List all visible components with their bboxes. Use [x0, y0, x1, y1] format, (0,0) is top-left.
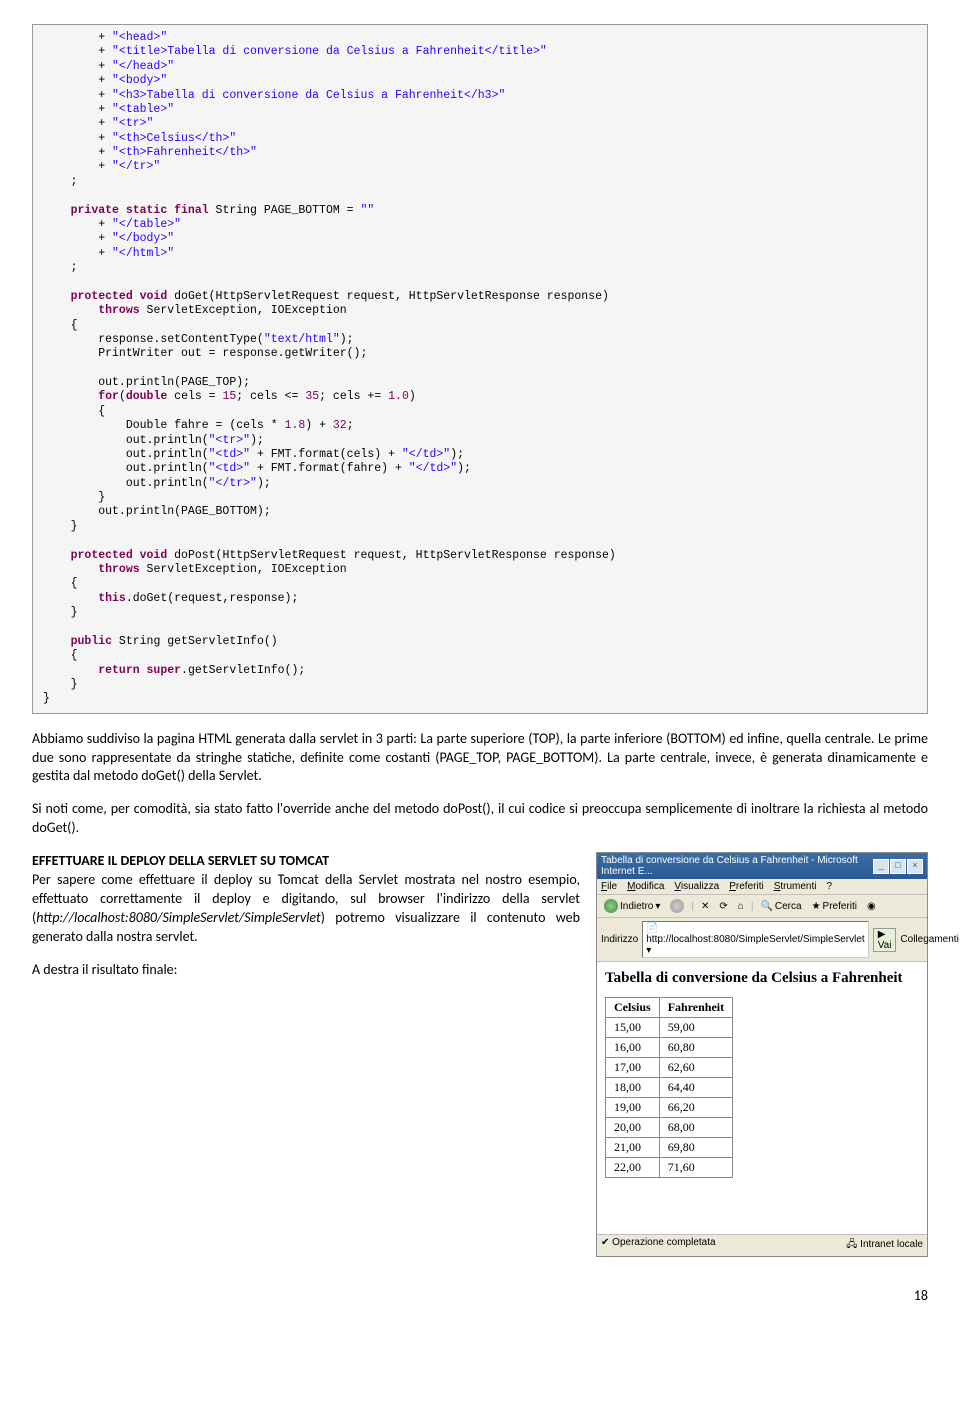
table-cell: 16,00: [606, 1038, 660, 1058]
address-label: Indirizzo: [601, 934, 638, 945]
separator: |: [751, 901, 754, 912]
page-number: 18: [32, 1287, 928, 1304]
search-button[interactable]: 🔍Cerca: [757, 900, 804, 913]
table-header-fahrenheit: Fahrenheit: [659, 998, 732, 1018]
stop-button[interactable]: ✕: [698, 900, 712, 913]
status-text: ✔ Operazione completata: [601, 1237, 716, 1254]
table-cell: 69,80: [659, 1138, 732, 1158]
window-title: Tabella di conversione da Celsius a Fahr…: [601, 855, 873, 877]
media-button[interactable]: ◉: [864, 900, 879, 913]
code-block: + "<head>" + "<title>Tabella di conversi…: [32, 24, 928, 714]
table-row: 17,0062,60: [606, 1058, 733, 1078]
table-cell: 62,60: [659, 1058, 732, 1078]
table-row: 18,0064,40: [606, 1078, 733, 1098]
menu-item[interactable]: ?: [827, 881, 833, 892]
table-row: 16,0060,80: [606, 1038, 733, 1058]
back-button[interactable]: Indietro ▾: [601, 898, 663, 914]
menu-item[interactable]: Strumenti: [774, 881, 817, 892]
table-cell: 18,00: [606, 1078, 660, 1098]
forward-button[interactable]: [667, 898, 687, 914]
table-row: 15,0059,00: [606, 1018, 733, 1038]
table-cell: 22,00: [606, 1158, 660, 1178]
menu-item[interactable]: File: [601, 881, 617, 892]
table-row: 22,0071,60: [606, 1158, 733, 1178]
table-cell: 21,00: [606, 1138, 660, 1158]
table-cell: 71,60: [659, 1158, 732, 1178]
menu-item[interactable]: Preferiti: [729, 881, 763, 892]
paragraph-1: Abbiamo suddiviso la pagina HTML generat…: [32, 730, 928, 787]
favorites-button[interactable]: ★Preferiti: [809, 900, 860, 913]
zone-text: 🖧 Intranet locale: [846, 1237, 923, 1254]
table-row: 19,0066,20: [606, 1098, 733, 1118]
address-bar: Indirizzo 📄 http://localhost:8080/Simple…: [597, 918, 927, 962]
close-button[interactable]: ×: [907, 859, 923, 874]
table-cell: 59,00: [659, 1018, 732, 1038]
address-input[interactable]: 📄 http://localhost:8080/SimpleServlet/Si…: [642, 921, 868, 958]
table-cell: 66,20: [659, 1098, 732, 1118]
go-button[interactable]: ▶ Vai: [873, 928, 897, 952]
home-button[interactable]: ⌂: [735, 900, 747, 913]
section-heading: EFFETTUARE IL DEPLOY DELLA SERVLET SU TO…: [32, 852, 329, 869]
table-cell: 68,00: [659, 1118, 732, 1138]
maximize-button[interactable]: □: [890, 859, 906, 874]
table-cell: 19,00: [606, 1098, 660, 1118]
table-cell: 64,40: [659, 1078, 732, 1098]
paragraph-3: EFFETTUARE IL DEPLOY DELLA SERVLET SU TO…: [32, 852, 580, 946]
table-cell: 15,00: [606, 1018, 660, 1038]
separator: |: [691, 901, 694, 912]
table-header-celsius: Celsius: [606, 998, 660, 1018]
conversion-table: Celsius Fahrenheit 15,0059,0016,0060,801…: [605, 997, 733, 1178]
browser-content: Tabella di conversione da Celsius a Fahr…: [597, 962, 927, 1234]
titlebar: Tabella di conversione da Celsius a Fahr…: [597, 853, 927, 879]
menu-item[interactable]: Visualizza: [674, 881, 719, 892]
links-label[interactable]: Collegamenti: [900, 934, 958, 945]
page-heading: Tabella di conversione da Celsius a Fahr…: [605, 970, 919, 987]
table-cell: 60,80: [659, 1038, 732, 1058]
table-row: 20,0068,00: [606, 1118, 733, 1138]
servlet-url: http://localhost:8080/SimpleServlet/Simp…: [36, 909, 320, 926]
paragraph-2: Si noti come, per comodità, sia stato fa…: [32, 800, 928, 838]
minimize-button[interactable]: _: [873, 859, 889, 874]
menubar: File Modifica Visualizza Preferiti Strumenti…: [597, 879, 927, 895]
browser-window: Tabella di conversione da Celsius a Fahr…: [596, 852, 928, 1257]
table-row: 21,0069,80: [606, 1138, 733, 1158]
refresh-button[interactable]: ⟳: [716, 900, 730, 913]
paragraph-4: A destra il risultato finale:: [32, 961, 580, 980]
toolbar: Indietro ▾ | ✕ ⟳ ⌂ | 🔍Cerca ★Preferiti ◉: [597, 895, 927, 918]
table-cell: 17,00: [606, 1058, 660, 1078]
table-cell: 20,00: [606, 1118, 660, 1138]
statusbar: ✔ Operazione completata 🖧 Intranet local…: [597, 1234, 927, 1256]
window-buttons: _ □ ×: [873, 859, 923, 874]
menu-item[interactable]: Modifica: [627, 881, 664, 892]
